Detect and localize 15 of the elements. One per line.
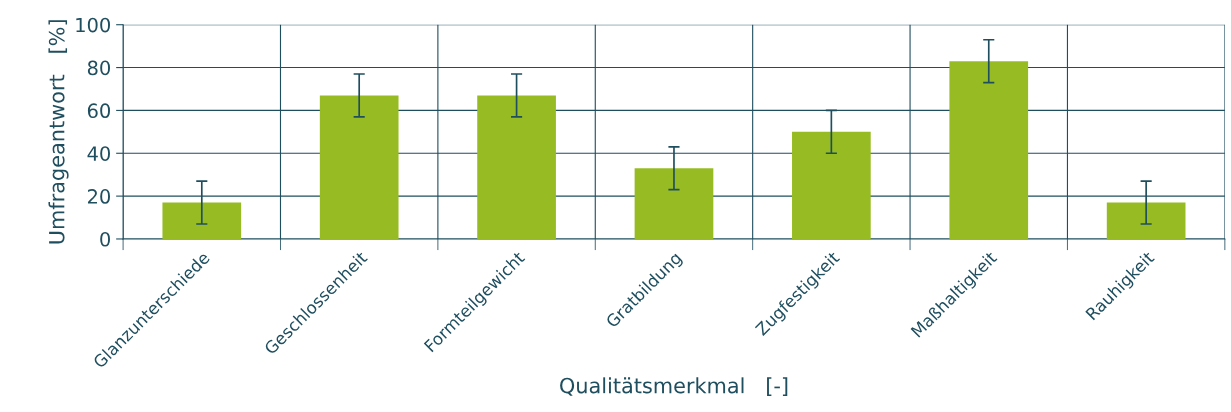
y-tick-label: 20 (87, 189, 110, 204)
y-tick-label: 80 (87, 60, 110, 76)
bar (634, 168, 714, 239)
bar (162, 202, 242, 239)
y-tick-label: 60 (87, 103, 110, 119)
bar (319, 95, 399, 239)
y-tick-label: 40 (87, 146, 110, 161)
bar (792, 131, 871, 239)
y-axis-title: Umfrageantwort [%] (48, 20, 69, 244)
y-tick-label: 0 (100, 231, 110, 247)
bar (1106, 202, 1186, 239)
y-tick-label: 100 (76, 17, 110, 33)
bar (477, 95, 556, 239)
x-axis-title: Qualitätsmerkmal [-] (560, 377, 788, 396)
bar (949, 61, 1029, 239)
